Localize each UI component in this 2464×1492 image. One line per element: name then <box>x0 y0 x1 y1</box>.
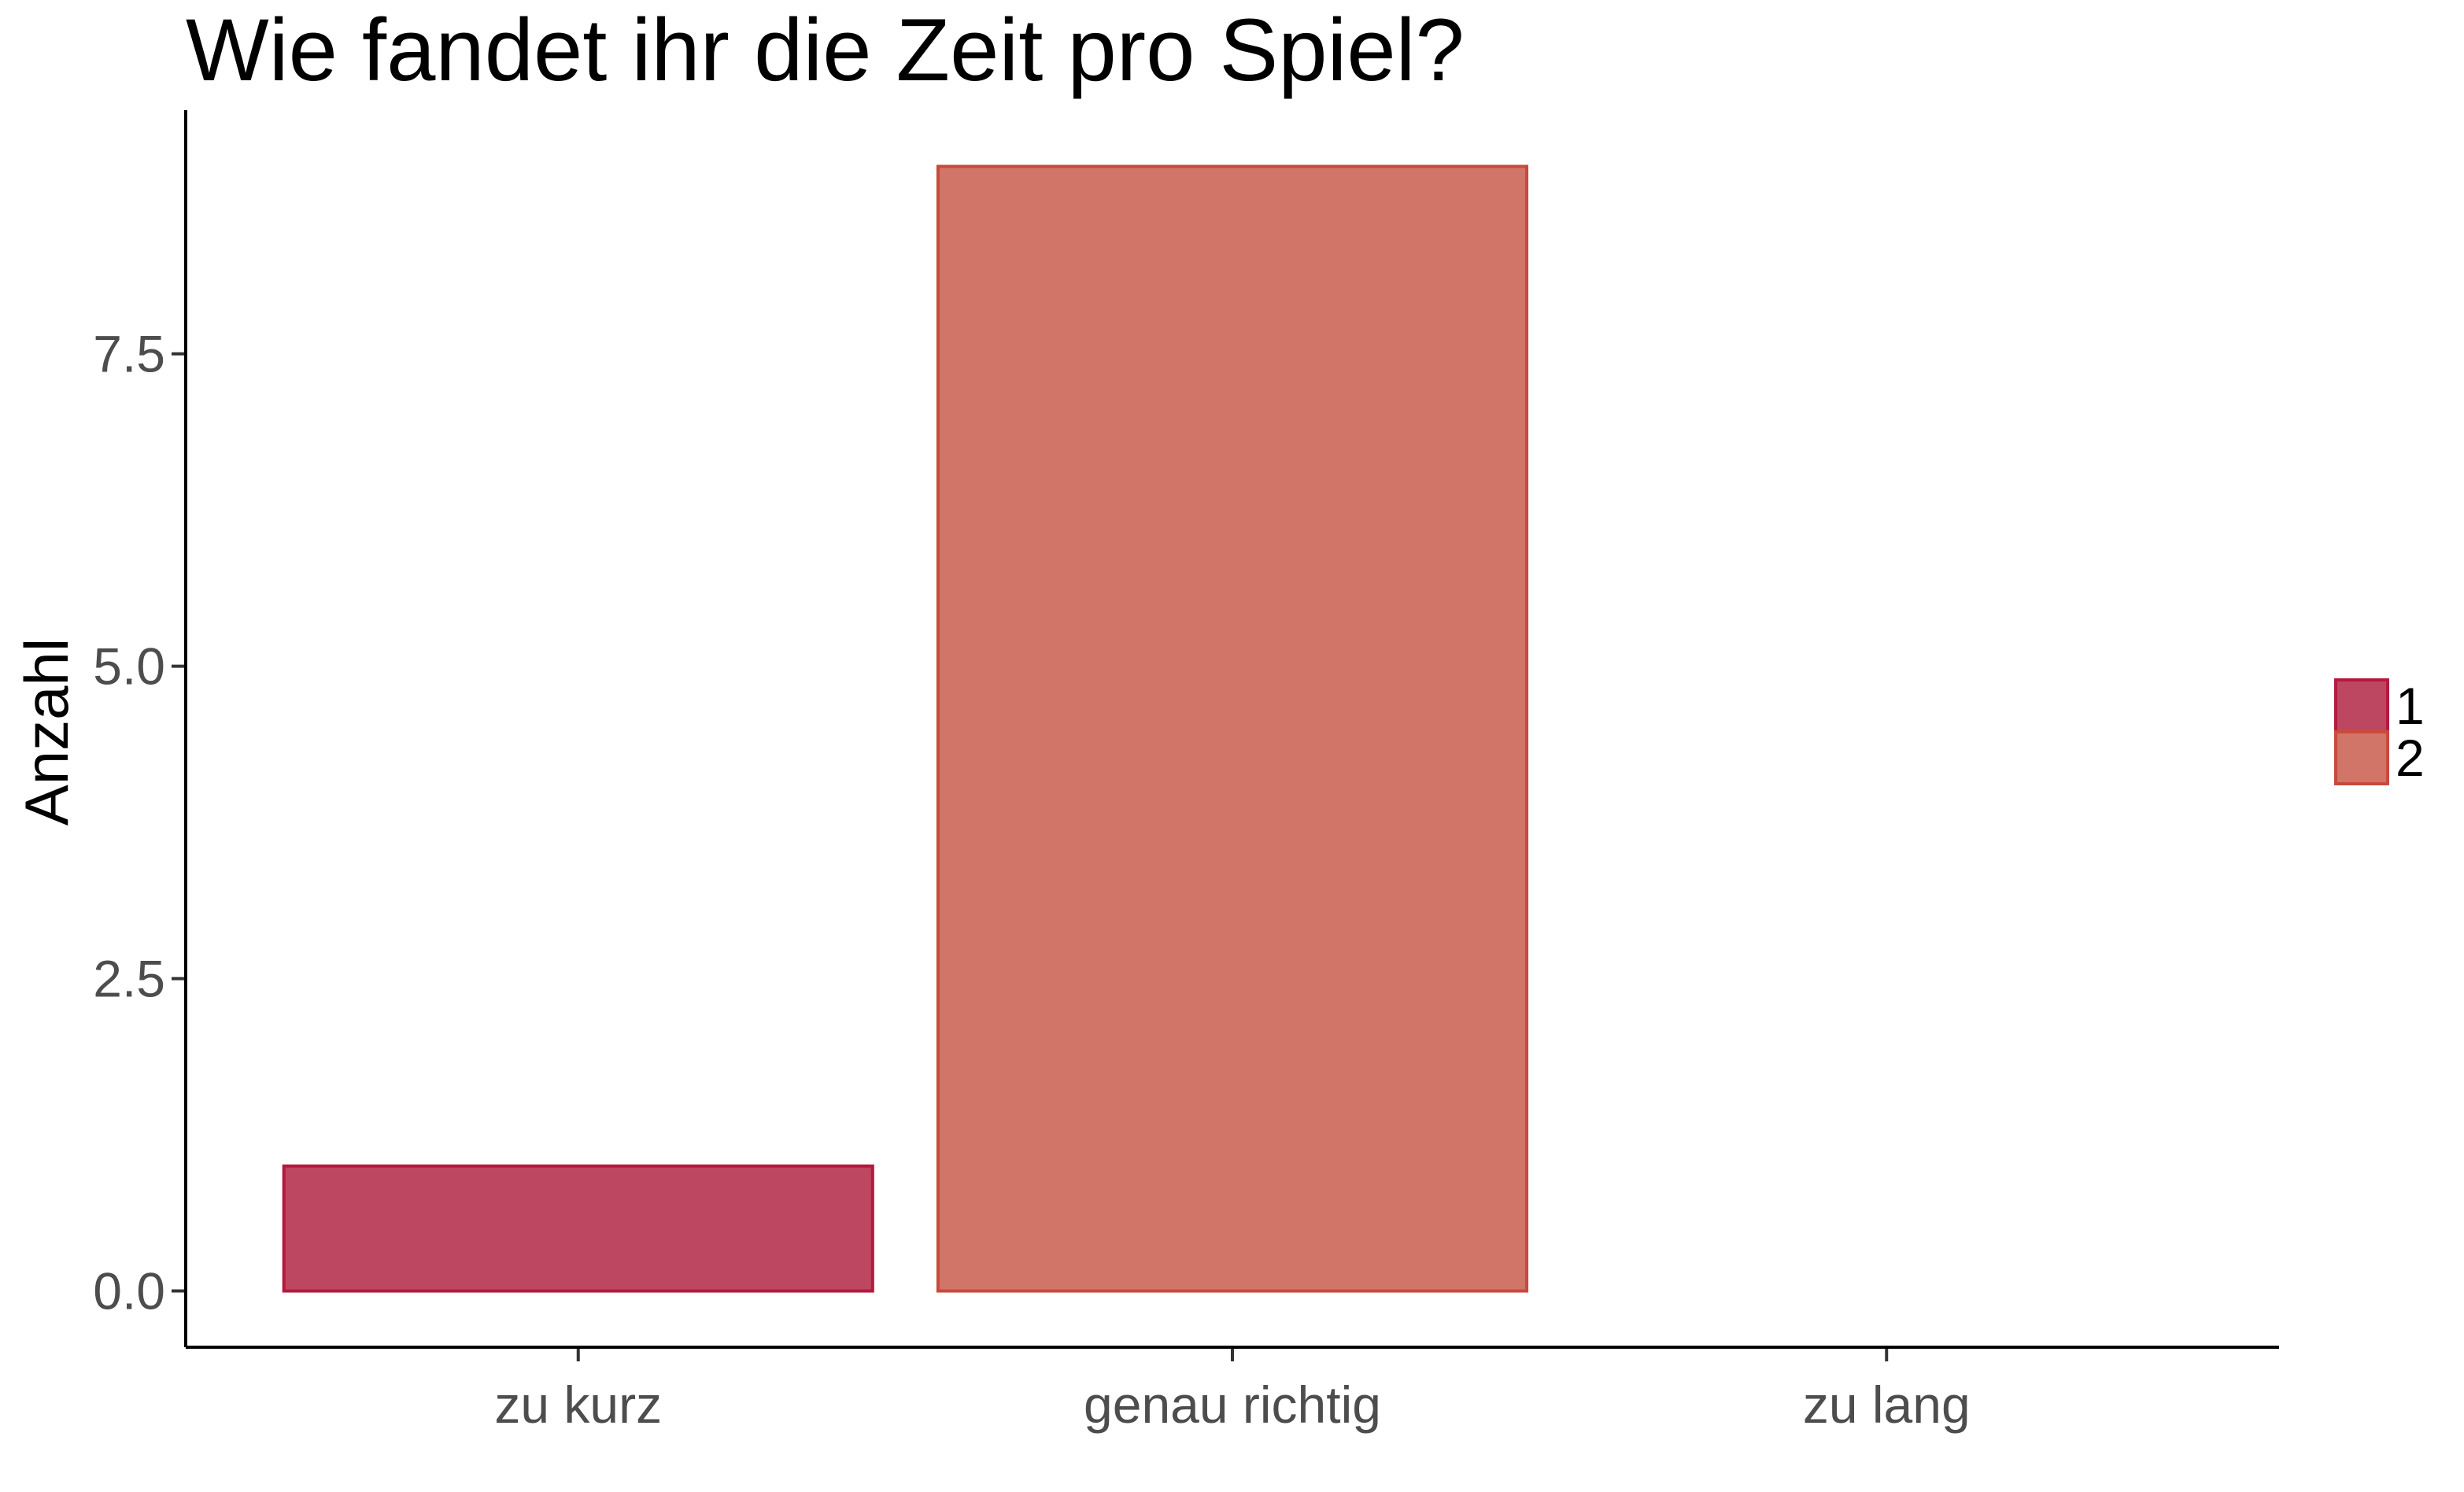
bars-group <box>282 164 1529 1293</box>
x-tick-label: zu lang <box>1803 1376 1971 1434</box>
x-axis-ticks: zu kurz genau richtig zu lang <box>494 1347 1971 1434</box>
y-tick-label: 0.0 <box>93 1262 165 1320</box>
legend-key-1 <box>2334 678 2389 733</box>
bar-zu-kurz <box>282 1164 874 1293</box>
chart-title: Wie fandet ihr die Zeit pro Spiel? <box>186 1 1465 99</box>
y-axis-ticks: 0.0 2.5 5.0 7.5 <box>93 325 186 1320</box>
x-tick-label: zu kurz <box>494 1376 662 1434</box>
legend: 12 <box>2334 677 2425 787</box>
y-tick-label: 7.5 <box>93 325 165 383</box>
legend-key-2 <box>2334 730 2389 785</box>
x-tick-label: genau richtig <box>1084 1376 1381 1434</box>
y-axis-title: Anzahl <box>12 638 81 826</box>
bar-genau-richtig <box>936 164 1529 1293</box>
y-tick-label: 5.0 <box>93 637 165 696</box>
y-tick-label: 2.5 <box>93 950 165 1008</box>
legend-label-2: 2 <box>2396 729 2425 787</box>
legend-label-1: 1 <box>2396 677 2425 735</box>
